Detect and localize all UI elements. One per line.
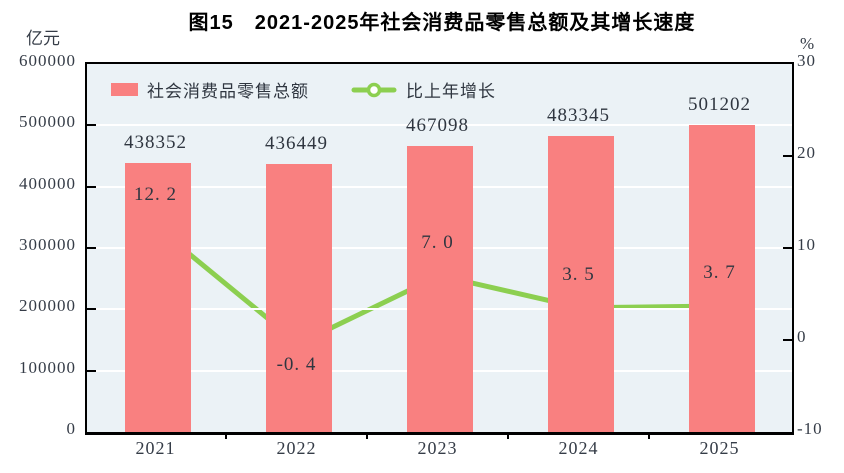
bar-value-label-2025: 501202 [688,93,751,115]
left-axis-tick-label: 500000 [19,112,76,132]
left-axis-tick [87,124,96,127]
bar-2025 [688,124,755,432]
right-axis-tick [783,155,792,157]
left-axis-tick-label: 600000 [19,51,76,70]
left-axis-tick-label: 300000 [19,235,76,254]
left-axis-tick [87,185,96,188]
x-axis-label-2023: 2023 [417,438,458,458]
left-axis-tick [87,308,96,311]
growth-value-label-2022: -0. 4 [276,353,317,375]
x-axis-tick [225,433,227,439]
chart-title: 图15 2021-2025年社会消费品零售总额及其增长速度 [188,12,696,34]
x-axis-tick [507,433,509,439]
legend-line-label: 比上年增长 [406,82,496,101]
growth-value-label-2025: 3. 7 [703,261,736,283]
plot-area: 社会消费品零售总额 比上年增长 [85,62,794,435]
right-axis-tick-label: 20 [797,143,816,162]
bar-2024 [547,135,614,432]
legend-line-marker [351,81,397,99]
legend-bar-label: 社会消费品零售总额 [147,82,309,101]
right-axis-tick [783,339,792,341]
right-axis-unit-label: % [800,34,815,53]
left-axis-tick [87,247,96,249]
x-axis-label-2024: 2024 [558,438,599,458]
x-axis-label-2022: 2022 [276,438,317,458]
bar-2023 [406,145,473,432]
legend-bar-swatch [111,83,138,96]
left-axis-unit-label: 亿元 [26,29,60,48]
right-axis-tick [783,247,792,249]
right-axis-tick-label: 10 [797,235,816,254]
bar-2021 [124,163,191,432]
x-axis-tick [648,433,650,439]
left-axis-tick [87,369,96,372]
left-axis-tick-label: 0 [66,419,76,438]
right-axis-tick-label: 30 [797,51,816,70]
growth-value-label-2024: 3. 5 [562,263,595,285]
legend-line-icon [351,82,397,97]
bar-value-label-2023: 467098 [406,114,469,136]
legend: 社会消费品零售总额 比上年增长 [111,77,496,102]
bar-2022 [265,164,332,432]
right-axis-tick-label: 0 [797,327,807,346]
x-axis-label-2021: 2021 [135,438,176,458]
right-axis-tick-label: -10 [797,419,823,438]
bar-value-label-2024: 483345 [547,104,610,126]
left-axis-tick-label: 100000 [19,357,76,377]
left-axis-tick-label: 200000 [19,296,76,316]
gridline [87,124,792,127]
left-axis-tick-label: 400000 [19,173,76,193]
x-axis-tick [366,433,368,439]
growth-value-label-2021: 12. 2 [134,183,177,205]
bar-value-label-2022: 436449 [265,133,328,155]
growth-value-label-2023: 7. 0 [421,231,454,253]
x-axis-label-2025: 2025 [699,438,740,458]
bar-value-label-2021: 438352 [124,132,187,154]
